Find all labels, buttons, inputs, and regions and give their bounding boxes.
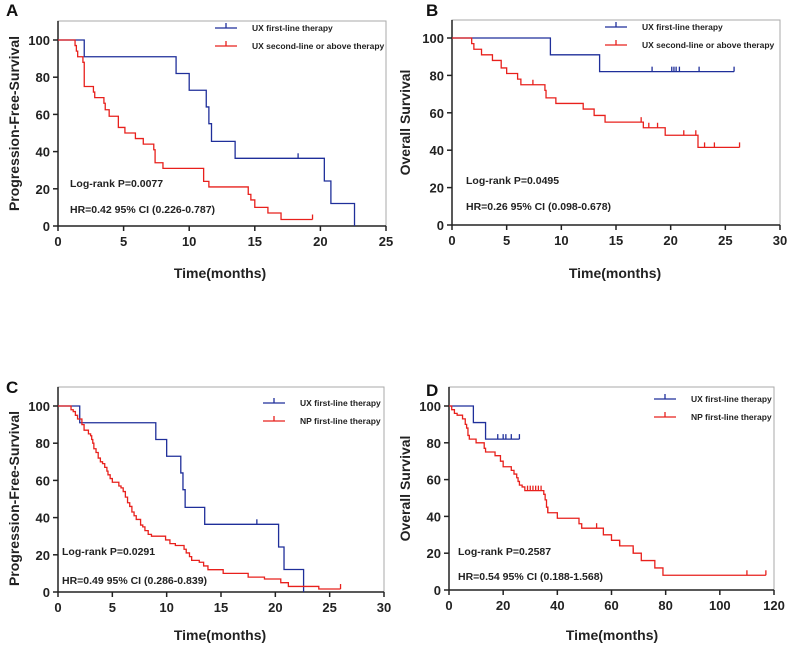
y-tick-label: 60 (36, 107, 50, 122)
y-axis-label: Overall Survival (397, 436, 413, 542)
y-axis-label: Progression-Free-Survival (6, 36, 22, 211)
x-tick-label: 10 (159, 600, 173, 615)
survival-curve-red (452, 37, 740, 149)
y-tick-label: 0 (434, 583, 441, 598)
legend-label: NP first-line therapy (691, 412, 772, 422)
x-tick-label: 10 (554, 233, 568, 248)
y-tick-label: 20 (427, 546, 441, 561)
y-tick-label: 80 (427, 436, 441, 451)
x-tick-label: 60 (604, 598, 618, 613)
y-tick-label: 80 (430, 68, 444, 83)
x-tick-label: 0 (445, 598, 452, 613)
x-tick-label: 20 (268, 600, 282, 615)
legend-label: UX first-line therapy (691, 394, 772, 404)
x-tick-label: 120 (763, 598, 785, 613)
panel-label: D (426, 381, 438, 400)
y-tick-label: 40 (430, 143, 444, 158)
x-tick-label: 20 (313, 234, 327, 249)
survival-curve-blue (58, 405, 305, 592)
y-tick-label: 100 (28, 399, 50, 414)
log-rank-text: Log-rank P=0.0077 (70, 178, 163, 190)
y-tick-label: 80 (36, 436, 50, 451)
y-tick-label: 40 (36, 511, 50, 526)
x-tick-label: 25 (718, 233, 732, 248)
y-tick-label: 20 (36, 182, 50, 197)
x-tick-label: 15 (214, 600, 228, 615)
panel-label: B (426, 1, 438, 20)
y-tick-label: 0 (43, 219, 50, 234)
x-tick-label: 5 (503, 233, 510, 248)
y-tick-label: 100 (419, 399, 441, 414)
y-axis-label: Progression-Free-Survival (6, 411, 22, 586)
y-tick-label: 40 (36, 145, 50, 160)
log-rank-text: Log-rank P=0.2587 (458, 546, 551, 558)
panel-c: C 0 5 10 15 20 25 30 0 20 40 60 80 100 Time(months) Pro… (6, 378, 391, 643)
legend-label: NP first-line therapy (300, 416, 381, 426)
x-axis-label: Time(months) (569, 265, 661, 281)
y-tick-label: 0 (43, 585, 50, 600)
x-tick-label: 20 (663, 233, 677, 248)
log-rank-text: Log-rank P=0.0291 (62, 546, 155, 558)
x-tick-label: 30 (773, 233, 787, 248)
y-tick-label: 100 (422, 31, 444, 46)
panel-b: B 0 5 10 15 20 25 30 0 20 40 60 80 100 Time(months) Ove… (397, 1, 787, 281)
survival-curve-red (58, 405, 341, 590)
x-axis-label: Time(months) (566, 627, 658, 643)
x-tick-label: 0 (448, 233, 455, 248)
panel-d: D 0 20 40 60 80 100 120 0 20 40 60 80 100 Time(months)… (397, 381, 785, 643)
x-tick-label: 40 (550, 598, 564, 613)
survival-curve-blue (58, 39, 356, 226)
y-tick-label: 40 (427, 509, 441, 524)
y-tick-label: 0 (437, 218, 444, 233)
x-tick-label: 20 (496, 598, 510, 613)
x-axis-label: Time(months) (174, 265, 266, 281)
hazard-ratio-text: HR=0.42 95% CI (0.226-0.787) (70, 204, 215, 216)
y-axis-label: Overall Survival (397, 70, 413, 176)
survival-curve-blue (449, 405, 520, 440)
panel-a: A 0 5 10 15 20 25 0 20 40 60 80 100 Time(months) Progr… (6, 1, 393, 281)
x-tick-label: 15 (609, 233, 623, 248)
x-tick-label: 0 (54, 234, 61, 249)
y-tick-label: 100 (28, 33, 50, 48)
x-tick-label: 15 (248, 234, 262, 249)
legend-label: UX second-line or above therapy (642, 40, 775, 50)
x-tick-label: 100 (709, 598, 731, 613)
plot-frame (57, 20, 387, 227)
x-tick-label: 5 (120, 234, 127, 249)
panel-label: A (6, 1, 18, 20)
x-axis-label: Time(months) (174, 627, 266, 643)
y-tick-label: 60 (427, 473, 441, 488)
y-tick-label: 60 (36, 473, 50, 488)
legend-label: UX first-line therapy (642, 22, 723, 32)
x-tick-label: 80 (658, 598, 672, 613)
x-tick-label: 25 (379, 234, 393, 249)
y-tick-label: 80 (36, 70, 50, 85)
survival-curve-blue (452, 37, 735, 73)
log-rank-text: Log-rank P=0.0495 (466, 175, 559, 187)
y-tick-label: 60 (430, 106, 444, 121)
hazard-ratio-text: HR=0.26 95% CI (0.098-0.678) (466, 201, 611, 213)
x-tick-label: 0 (54, 600, 61, 615)
y-tick-label: 20 (430, 181, 444, 196)
legend-label: UX first-line therapy (252, 23, 333, 33)
hazard-ratio-text: HR=0.54 95% CI (0.188-1.568) (458, 571, 603, 583)
panel-label: C (6, 378, 18, 397)
survival-curve-red (58, 39, 313, 221)
hazard-ratio-text: HR=0.49 95% CI (0.286-0.839) (62, 575, 207, 587)
survival-curve-red (449, 405, 766, 576)
legend-label: UX second-line or above therapy (252, 41, 385, 51)
x-tick-label: 10 (182, 234, 196, 249)
x-tick-label: 25 (322, 600, 336, 615)
y-tick-label: 20 (36, 548, 50, 563)
legend-label: UX first-line therapy (300, 398, 381, 408)
x-tick-label: 30 (377, 600, 391, 615)
x-tick-label: 5 (109, 600, 116, 615)
